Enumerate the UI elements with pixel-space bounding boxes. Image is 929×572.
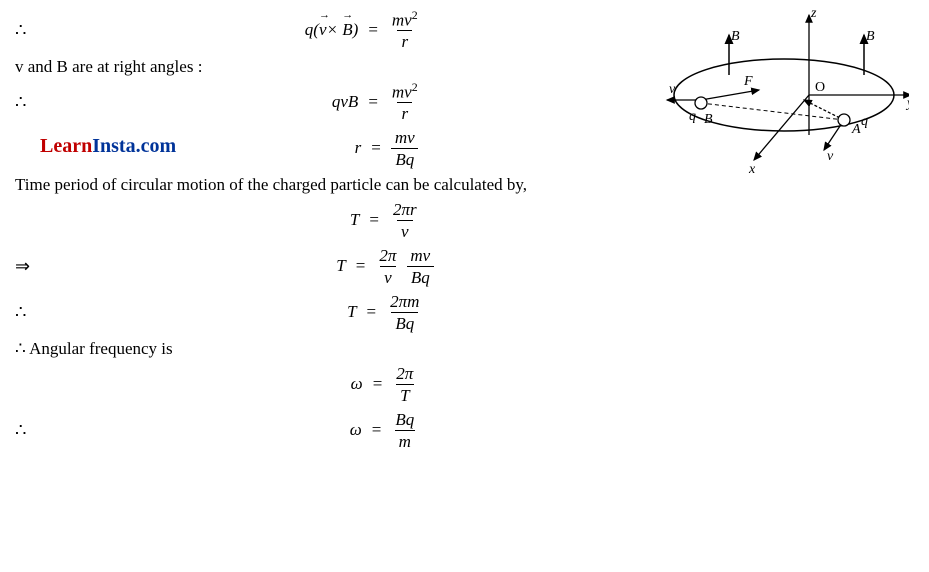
equation-line-2: ∴ qvB = mv2 r xyxy=(15,81,635,123)
svg-text:x: x xyxy=(748,162,756,177)
svg-text:v⃗: v⃗ xyxy=(827,149,844,164)
svg-text:B⃗: B⃗ xyxy=(866,29,885,44)
svg-text:B: B xyxy=(704,112,713,127)
equation-line-7: ω = 2π T xyxy=(15,363,635,405)
physics-diagram: zyxB⃗B⃗v⃗F⃗v⃗qBAqO xyxy=(649,5,909,185)
equation-line-6: ∴ T = 2πm Bq xyxy=(15,291,635,333)
svg-text:q: q xyxy=(689,109,696,124)
therefore-symbol: ∴ xyxy=(15,20,55,41)
equation-line-8: ∴ ω = Bq m xyxy=(15,409,635,451)
svg-text:y: y xyxy=(905,96,909,111)
equation-line-4: T = 2πr v xyxy=(15,199,635,241)
equation-line-1: ∴ q(v× B) = mv2 r xyxy=(15,9,635,51)
svg-text:F⃗: F⃗ xyxy=(743,74,763,89)
svg-text:A: A xyxy=(851,122,861,137)
lhs-1: q(v× B) xyxy=(268,20,358,40)
svg-text:O: O xyxy=(815,80,825,95)
svg-text:v⃗: v⃗ xyxy=(669,82,686,97)
watermark-logo: LearnInsta.com xyxy=(40,135,176,158)
svg-text:B⃗: B⃗ xyxy=(731,29,750,44)
text-time-period: Time period of circular motion of the ch… xyxy=(15,175,635,195)
svg-text:q: q xyxy=(861,114,868,129)
text-angular-freq: ∴ Angular frequency is xyxy=(15,339,635,359)
equation-line-5: ⇒ T = 2π v mv Bq xyxy=(15,245,635,287)
text-right-angles: v and B are at right angles : xyxy=(15,57,635,77)
svg-text:z: z xyxy=(810,6,817,21)
